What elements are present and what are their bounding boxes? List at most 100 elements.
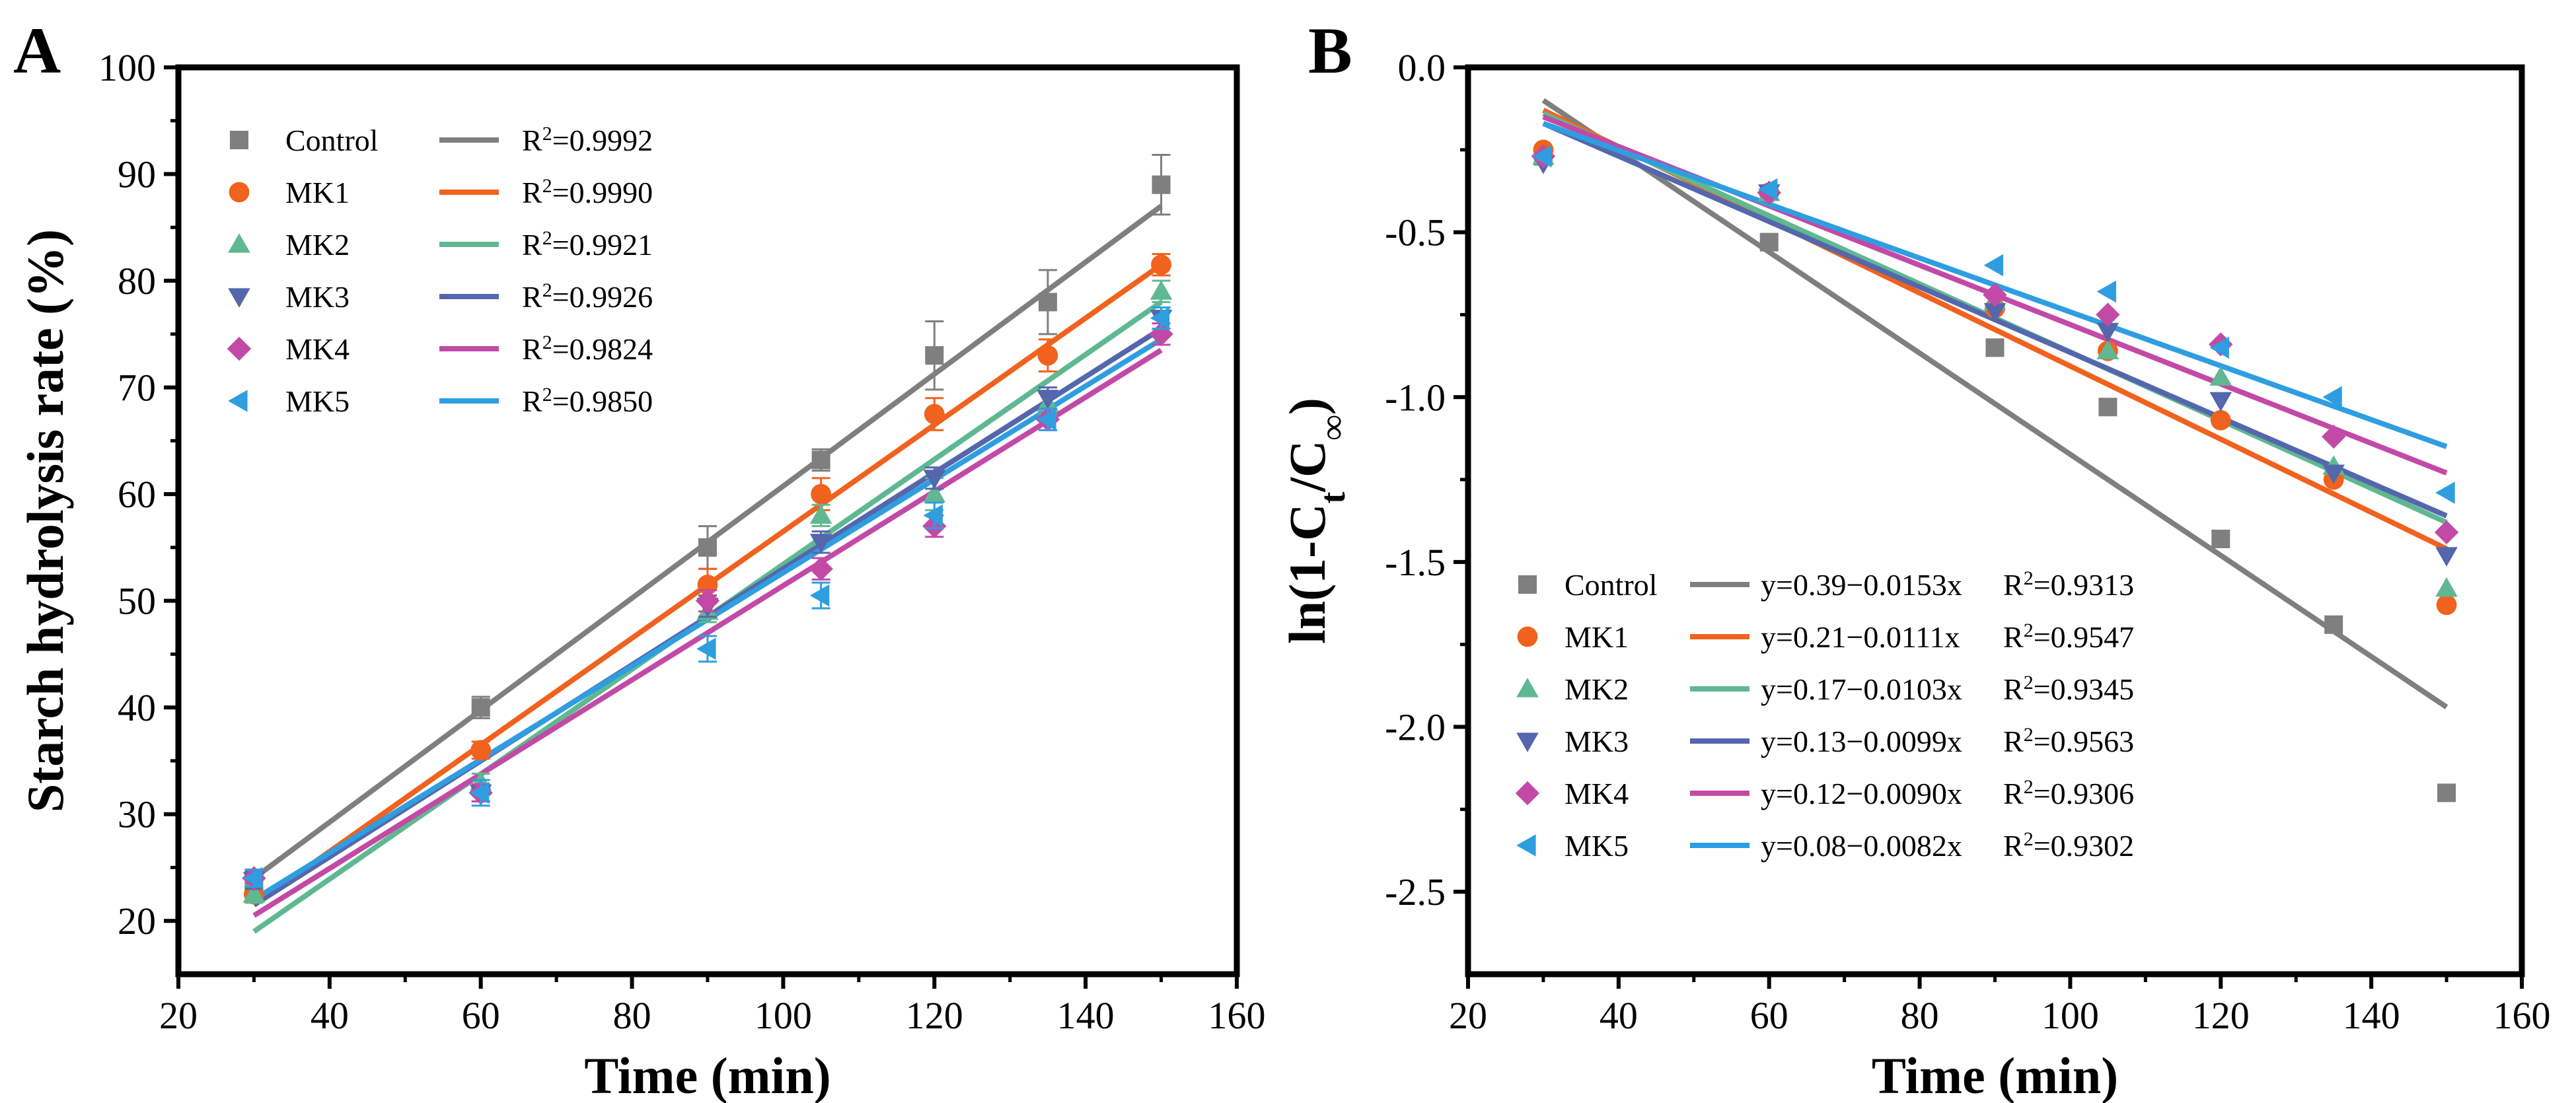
y-tick-label: -2.0 bbox=[1385, 706, 1446, 749]
panel-label: B bbox=[1308, 14, 1352, 87]
data-point-mk3 bbox=[809, 534, 832, 553]
legend-label: MK3 bbox=[285, 280, 350, 314]
y-tick-label: 20 bbox=[118, 900, 156, 943]
legend-label: MK1 bbox=[1564, 620, 1629, 654]
x-tick-label: 20 bbox=[159, 994, 198, 1037]
legend-equation: y=0.39−0.0153x bbox=[1761, 568, 1962, 602]
legend-marker-mk3 bbox=[228, 288, 250, 308]
legend-r2: R2=0.9306 bbox=[2003, 776, 2134, 811]
data-point-mk3 bbox=[923, 470, 946, 489]
legend-r2: R2=0.9990 bbox=[522, 175, 653, 210]
x-tick-label: 40 bbox=[311, 994, 349, 1037]
data-point-mk1 bbox=[1151, 254, 1171, 275]
fit-line-mk4 bbox=[252, 347, 1163, 918]
legend-marker-mk5 bbox=[1516, 834, 1536, 857]
panel-A: 20 40 60 80 100 120 140 160 20 30 40 50 60 70 80 90 100 T… bbox=[13, 14, 1266, 1103]
y-axis-label: Starch hydrolysis rate (%) bbox=[17, 229, 74, 812]
y-tick-label: 90 bbox=[118, 153, 156, 196]
data-point-mk4 bbox=[2321, 424, 2346, 449]
y-tick-label: 80 bbox=[118, 260, 156, 302]
legend-marker-mk3 bbox=[1516, 732, 1539, 752]
data-point-mk2 bbox=[2435, 577, 2458, 597]
legend-r2: R2=0.9921 bbox=[522, 227, 653, 262]
legend-r2: R2=0.9992 bbox=[522, 123, 653, 158]
data-point-mk1 bbox=[924, 404, 945, 425]
x-tick-label: 80 bbox=[1901, 994, 1939, 1037]
y-tick-label: 60 bbox=[118, 473, 156, 516]
data-point-mk5 bbox=[2322, 386, 2342, 409]
legend-r2: R2=0.9824 bbox=[522, 332, 653, 367]
data-point-mk2 bbox=[923, 483, 946, 503]
legend-label: MK4 bbox=[285, 332, 350, 366]
legend-label: MK5 bbox=[285, 384, 350, 418]
legend-r2: R2=0.9345 bbox=[2003, 672, 2134, 707]
data-point-control bbox=[2324, 615, 2343, 634]
data-point-mk2 bbox=[1150, 280, 1173, 300]
legend-equation: y=0.21−0.0111x bbox=[1761, 620, 1960, 654]
data-point-mk1 bbox=[2436, 594, 2457, 616]
legend-marker-control bbox=[1518, 575, 1537, 594]
data-point-control bbox=[2437, 783, 2456, 802]
legend-r2: R2=0.9850 bbox=[522, 384, 653, 419]
data-point-mk5 bbox=[1150, 306, 1170, 330]
legend-label: MK1 bbox=[285, 176, 350, 209]
data-point-mk3 bbox=[1983, 302, 2006, 323]
legend-label: Control bbox=[285, 124, 379, 157]
data-point-mk5 bbox=[242, 867, 263, 890]
data-point-mk5 bbox=[809, 584, 830, 607]
legend-label: MK5 bbox=[1564, 829, 1629, 863]
data-point-control bbox=[2211, 529, 2230, 548]
x-tick-label: 160 bbox=[2493, 994, 2551, 1037]
data-point-mk5 bbox=[696, 637, 716, 660]
legend-r2: R2=0.9926 bbox=[522, 279, 653, 314]
legend-r2: R2=0.9547 bbox=[2003, 620, 2134, 655]
legend-equation: y=0.13−0.0099x bbox=[1761, 725, 1962, 758]
legend-marker-mk2 bbox=[228, 233, 250, 253]
x-tick-label: 120 bbox=[2192, 994, 2250, 1037]
y-tick-label: -1.5 bbox=[1385, 541, 1446, 584]
x-tick-label: 160 bbox=[1208, 994, 1266, 1037]
legend-equation: y=0.12−0.0090x bbox=[1761, 777, 1962, 810]
legend-label: MK2 bbox=[285, 228, 350, 262]
legend-label: MK3 bbox=[1564, 725, 1629, 758]
x-tick-label: 100 bbox=[754, 994, 812, 1037]
data-point-mk1 bbox=[470, 740, 492, 761]
data-point-mk2 bbox=[2096, 339, 2119, 359]
legend-marker-mk4 bbox=[1515, 781, 1540, 806]
x-tick-label: 40 bbox=[1600, 994, 1638, 1037]
data-point-mk4 bbox=[2096, 302, 2120, 327]
data-point-mk4 bbox=[695, 588, 720, 613]
legend-marker-mk4 bbox=[227, 336, 252, 361]
legend-marker-mk2 bbox=[1516, 678, 1539, 697]
x-tick-label: 20 bbox=[1449, 994, 1487, 1037]
data-point-mk5 bbox=[1983, 254, 2004, 277]
legend-label: MK2 bbox=[1564, 672, 1629, 706]
x-axis-label: Time (min) bbox=[584, 1047, 830, 1103]
y-axis-label: ln(1-Ct/C∞) bbox=[1278, 398, 1352, 644]
y-tick-label: 50 bbox=[118, 580, 156, 623]
data-point-mk4 bbox=[1983, 283, 2007, 307]
y-tick-label: 100 bbox=[98, 46, 156, 89]
legend-marker-mk1 bbox=[1517, 626, 1538, 647]
data-point-mk2 bbox=[242, 883, 266, 903]
data-point-mk3 bbox=[1037, 390, 1059, 409]
legend-label: Control bbox=[1564, 568, 1658, 602]
data-point-mk1 bbox=[2210, 409, 2231, 431]
data-point-mk3 bbox=[2209, 392, 2232, 412]
panel-B: 20 40 60 80 100 120 140 160 0.0 -0.5 -1.0 -1.5 -2.0 -… bbox=[1278, 14, 2551, 1103]
data-point-mk5 bbox=[469, 781, 490, 804]
data-point-control bbox=[698, 538, 717, 557]
x-tick-label: 140 bbox=[1057, 994, 1115, 1037]
y-tick-label: -1.0 bbox=[1385, 376, 1446, 419]
data-point-control bbox=[811, 450, 830, 470]
data-point-mk5 bbox=[1757, 178, 1778, 201]
y-tick-label: 30 bbox=[118, 793, 156, 836]
y-tick-label: 70 bbox=[118, 367, 156, 409]
legend-r2: R2=0.9302 bbox=[2003, 828, 2134, 863]
data-point-mk2 bbox=[809, 504, 832, 524]
data-point-mk3 bbox=[2322, 464, 2345, 484]
legend-marker-mk1 bbox=[229, 182, 250, 203]
data-point-control bbox=[471, 698, 490, 717]
legend-equation: y=0.17−0.0103x bbox=[1761, 672, 1962, 706]
data-point-mk4 bbox=[2434, 520, 2459, 545]
